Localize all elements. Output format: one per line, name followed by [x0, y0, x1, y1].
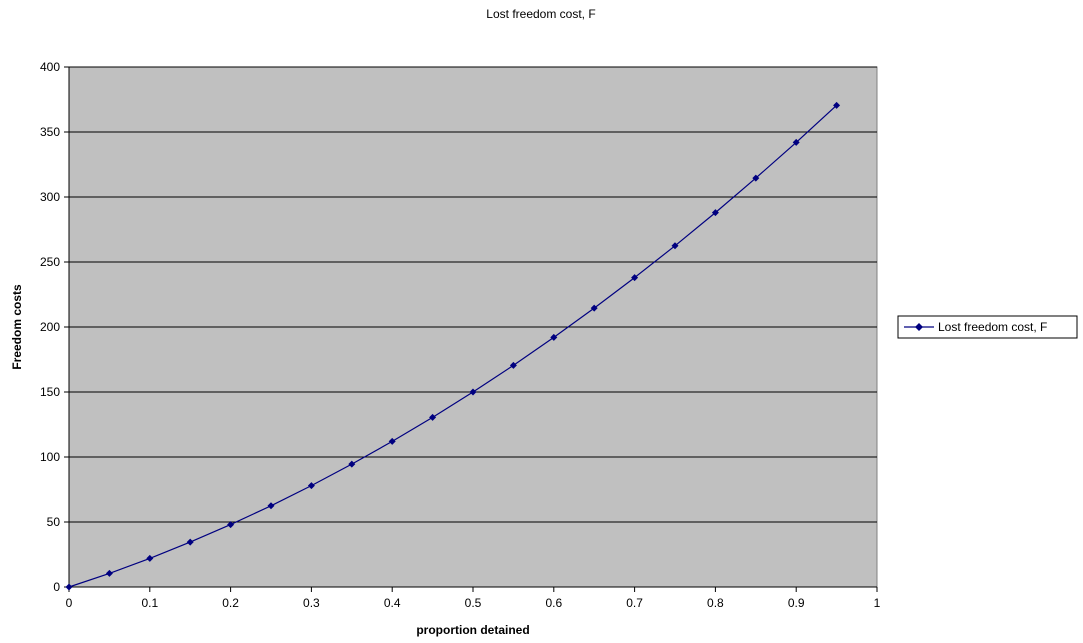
x-tick-label: 0.1 — [141, 596, 158, 610]
legend-box — [897, 315, 1078, 339]
chart-title: Lost freedom cost, F — [486, 7, 595, 21]
data-point — [227, 521, 235, 529]
data-point — [550, 333, 558, 341]
data-point — [348, 460, 356, 468]
data-point — [509, 361, 517, 369]
x-axis-label: proportion detained — [416, 623, 529, 637]
data-point — [590, 304, 598, 312]
y-tick-label: 100 — [40, 450, 60, 464]
y-tick-label: 300 — [40, 190, 60, 204]
y-tick-label: 250 — [40, 255, 60, 269]
legend-marker-sample — [915, 323, 923, 331]
legend-label: Lost freedom cost, F — [938, 320, 1047, 334]
x-tick-label: 1 — [874, 596, 881, 610]
data-point — [105, 569, 113, 577]
data-point — [671, 242, 679, 250]
data-point — [469, 388, 477, 396]
series-layer — [65, 101, 841, 591]
y-axis: 0 50 100 150 200 250 300 350 400 — [40, 60, 70, 594]
data-point — [65, 583, 73, 591]
x-axis: 0 0.1 0.2 0.3 0.4 0.5 0.6 0.7 0.8 0.9 1 — [66, 586, 881, 610]
x-tick-label: 0.2 — [222, 596, 239, 610]
y-tick-label: 150 — [40, 385, 60, 399]
series-line — [68, 104, 838, 588]
x-tick-label: 0.9 — [788, 596, 805, 610]
data-point — [186, 538, 194, 546]
x-tick-label: 0.7 — [626, 596, 643, 610]
y-tick-label: 400 — [40, 60, 60, 74]
data-point — [631, 274, 639, 282]
y-axis-label: Freedom costs — [10, 284, 24, 370]
data-point — [711, 209, 719, 217]
data-point — [307, 482, 315, 490]
data-point — [792, 138, 800, 146]
x-tick-label: 0 — [66, 596, 73, 610]
data-point — [752, 174, 760, 182]
x-tick-label: 0.8 — [707, 596, 724, 610]
data-point — [429, 413, 437, 421]
x-tick-label: 0.5 — [465, 596, 482, 610]
data-point — [267, 502, 275, 510]
x-tick-label: 0.6 — [545, 596, 562, 610]
data-point — [833, 101, 841, 109]
x-tick-label: 0.4 — [384, 596, 401, 610]
data-point — [146, 554, 154, 562]
y-tick-label: 200 — [40, 320, 60, 334]
legend: Lost freedom cost, F — [897, 315, 1078, 339]
x-tick-label: 0.3 — [303, 596, 320, 610]
y-tick-label: 350 — [40, 125, 60, 139]
grid-lines — [69, 66, 877, 523]
data-point — [388, 437, 396, 445]
y-tick-label: 0 — [53, 580, 60, 594]
y-tick-label: 50 — [47, 515, 61, 529]
